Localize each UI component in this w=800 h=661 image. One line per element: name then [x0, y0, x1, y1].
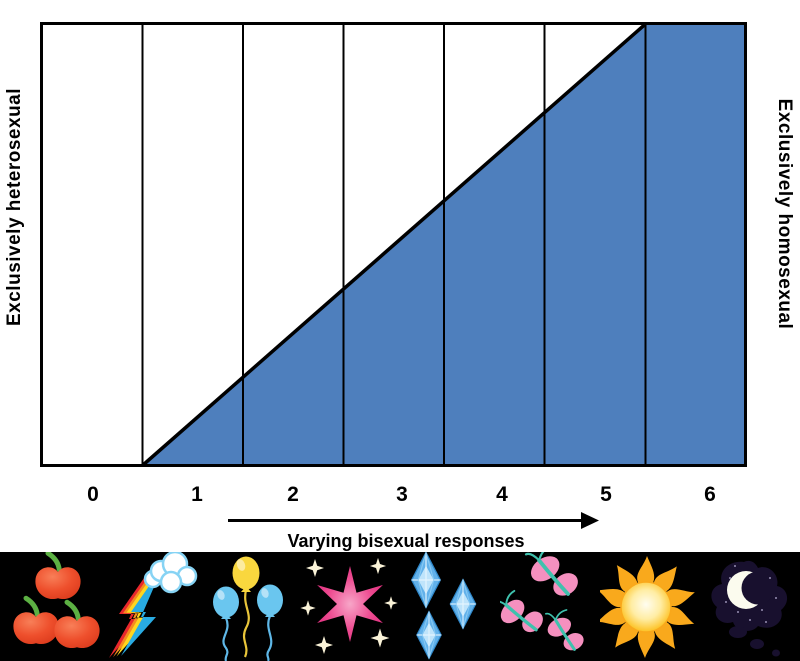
category-dividers	[141, 23, 647, 466]
pony-tile-rainbow	[100, 552, 200, 661]
pony-tile-moon	[700, 552, 800, 661]
plot-border	[40, 22, 747, 467]
left-axis-label: Exclusively heterosexual	[4, 88, 25, 326]
pony-tile-sun	[600, 552, 700, 661]
x-tick-labels: 0 1 2 3 4 5 6	[87, 483, 716, 506]
x-tick-6: 6	[704, 483, 716, 506]
sun-icon	[600, 556, 698, 658]
rainbow-lightning-cloud-icon	[109, 552, 198, 658]
three-butterflies-icon	[500, 552, 593, 658]
diagonal-line	[141, 22, 647, 467]
x-tick-0: 0	[87, 483, 99, 506]
right-axis-label: Exclusively homosexual	[774, 99, 795, 330]
pony-tile-diamonds	[400, 552, 500, 661]
three-diamonds-icon	[411, 552, 477, 660]
x-tick-1: 1	[191, 483, 203, 506]
kinsey-scale-chart: Exclusively heterosexual Exclusively hom…	[4, 22, 795, 551]
x-tick-4: 4	[496, 483, 508, 506]
arrow-caption: Varying bisexual responses	[287, 531, 524, 551]
x-tick-3: 3	[396, 483, 408, 506]
x-tick-2: 2	[287, 483, 299, 506]
pony-tile-butterflies	[500, 552, 600, 661]
pony-tile-apples	[0, 552, 100, 661]
arrow-head-icon	[581, 512, 599, 529]
x-tick-5: 5	[600, 483, 612, 506]
three-apples-icon	[0, 552, 100, 661]
balloons-icon	[213, 556, 283, 661]
pony-tile-balloons	[200, 552, 300, 661]
pink-star-sparkles-icon	[300, 557, 398, 654]
pony-icon-strip	[0, 552, 800, 661]
pony-tile-star	[300, 552, 400, 661]
crescent-moon-night-icon	[711, 560, 788, 657]
x-axis-arrow	[228, 512, 599, 529]
